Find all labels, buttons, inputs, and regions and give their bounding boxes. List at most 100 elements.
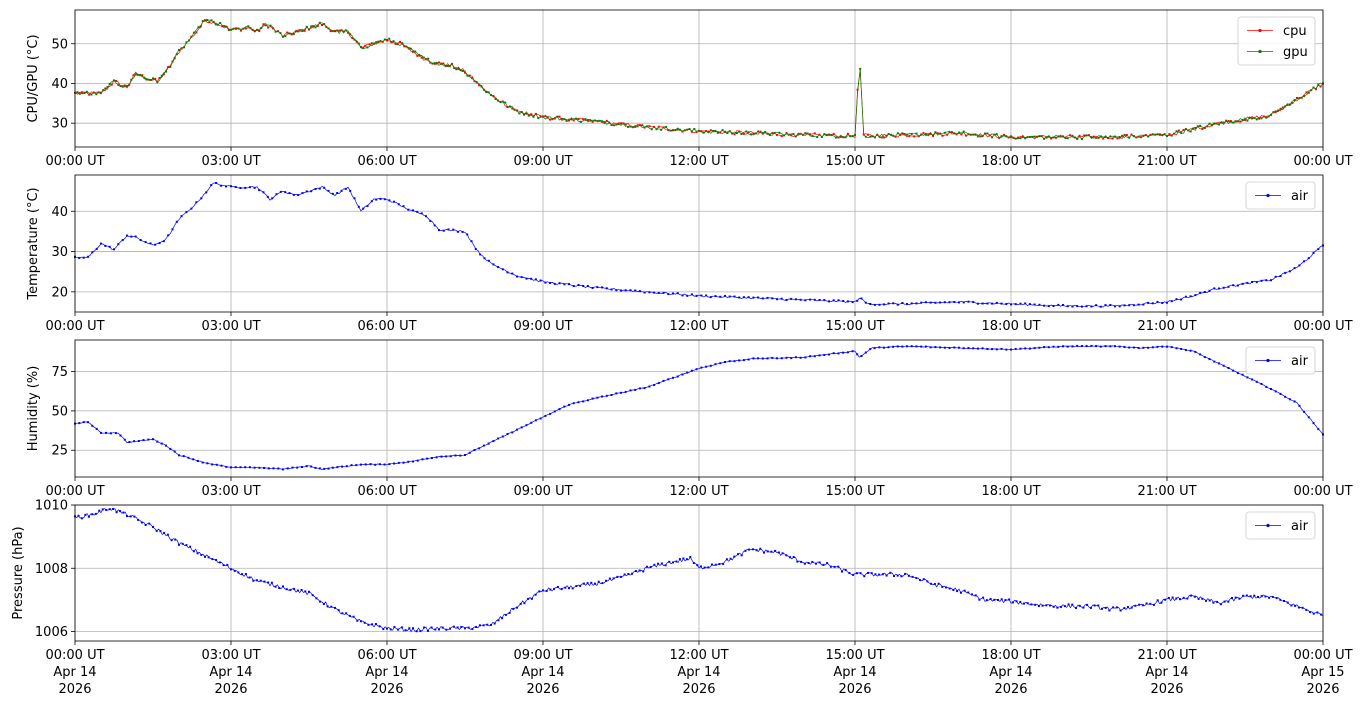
- legend: air: [1245, 511, 1316, 540]
- data-point: [995, 133, 998, 136]
- data-point: [553, 410, 556, 413]
- data-point: [1186, 597, 1189, 600]
- data-point: [438, 628, 440, 631]
- data-point: [731, 132, 734, 135]
- data-point: [1052, 305, 1055, 307]
- x-tick-label: 18:00 UT: [981, 154, 1040, 169]
- x-tick-label: 03:00 UT: [201, 319, 260, 334]
- data-point: [638, 290, 641, 293]
- data-point: [539, 115, 542, 118]
- data-point: [657, 382, 660, 385]
- data-point: [539, 417, 542, 420]
- x-tick-label: 12:00 UT: [669, 648, 728, 663]
- data-point: [542, 115, 544, 118]
- data-point: [296, 466, 299, 469]
- data-point: [1102, 137, 1105, 140]
- data-point: [785, 554, 788, 557]
- data-point: [605, 287, 608, 290]
- data-point: [136, 73, 139, 76]
- x-tick-year: 2026: [1150, 682, 1183, 697]
- data-point: [570, 118, 573, 121]
- data-point: [511, 431, 514, 434]
- data-point: [910, 345, 913, 348]
- data-point: [314, 188, 317, 190]
- data-point: [278, 587, 281, 589]
- data-point: [1170, 346, 1173, 349]
- data-point: [802, 133, 804, 136]
- data-point: [1180, 298, 1183, 301]
- data-point: [1028, 347, 1031, 350]
- data-point: [979, 135, 982, 138]
- data-point: [733, 133, 736, 136]
- data-point: [729, 557, 732, 560]
- data-point: [690, 293, 693, 296]
- data-point: [375, 41, 378, 44]
- data-point: [371, 623, 374, 626]
- x-tick-label: 15:00 UT: [825, 154, 884, 169]
- data-point: [667, 293, 670, 296]
- data-point: [218, 561, 221, 564]
- data-point: [707, 130, 710, 133]
- data-point: [946, 133, 949, 136]
- data-point: [1175, 597, 1178, 600]
- data-point: [1236, 372, 1239, 375]
- data-point: [1303, 410, 1306, 413]
- data-point: [142, 439, 145, 442]
- y-tick-label: 25: [51, 444, 68, 459]
- data-point: [1189, 295, 1192, 298]
- data-point: [859, 67, 862, 70]
- data-point: [910, 302, 913, 305]
- data-point: [1232, 121, 1235, 124]
- data-point: [1205, 599, 1207, 602]
- data-point: [1201, 597, 1204, 600]
- data-point: [415, 630, 418, 633]
- data-point: [867, 571, 869, 574]
- data-point: [199, 25, 202, 28]
- data-point: [714, 563, 717, 566]
- data-point: [137, 518, 140, 521]
- data-point: [936, 132, 939, 135]
- data-point: [1170, 134, 1173, 137]
- data-point: [234, 466, 237, 469]
- x-tick-date: Apr 14: [833, 665, 876, 680]
- data-point: [880, 136, 883, 139]
- data-point: [629, 289, 632, 292]
- data-point: [870, 572, 873, 575]
- data-point: [792, 133, 795, 135]
- data-point: [279, 190, 282, 193]
- data-point: [1270, 279, 1272, 282]
- data-point: [967, 300, 970, 303]
- data-point: [1123, 304, 1126, 307]
- data-point: [828, 133, 830, 136]
- data-point: [378, 625, 381, 628]
- legend-marker: [1258, 28, 1262, 33]
- data-point: [196, 460, 199, 462]
- data-point: [266, 195, 269, 198]
- data-point: [1145, 602, 1148, 605]
- data-point: [553, 282, 556, 285]
- data-point: [1194, 350, 1197, 353]
- data-point: [308, 590, 310, 593]
- data-point: [1296, 97, 1298, 99]
- data-point: [1187, 129, 1190, 132]
- data-point: [534, 593, 537, 596]
- data-point: [1082, 606, 1085, 609]
- data-point: [867, 133, 869, 136]
- data-point: [336, 466, 339, 469]
- data-point: [291, 466, 294, 469]
- data-point: [373, 42, 375, 45]
- data-point: [520, 426, 523, 429]
- data-point: [579, 120, 582, 123]
- data-point: [1227, 120, 1230, 123]
- data-point: [1052, 605, 1055, 608]
- data-point: [435, 456, 438, 459]
- data-point: [695, 368, 698, 371]
- data-point: [948, 347, 951, 349]
- data-point: [913, 135, 916, 138]
- data-point: [669, 129, 672, 132]
- data-point: [809, 298, 812, 301]
- data-point: [571, 587, 574, 590]
- data-point: [830, 134, 833, 137]
- data-point: [242, 27, 245, 30]
- data-point: [873, 303, 876, 306]
